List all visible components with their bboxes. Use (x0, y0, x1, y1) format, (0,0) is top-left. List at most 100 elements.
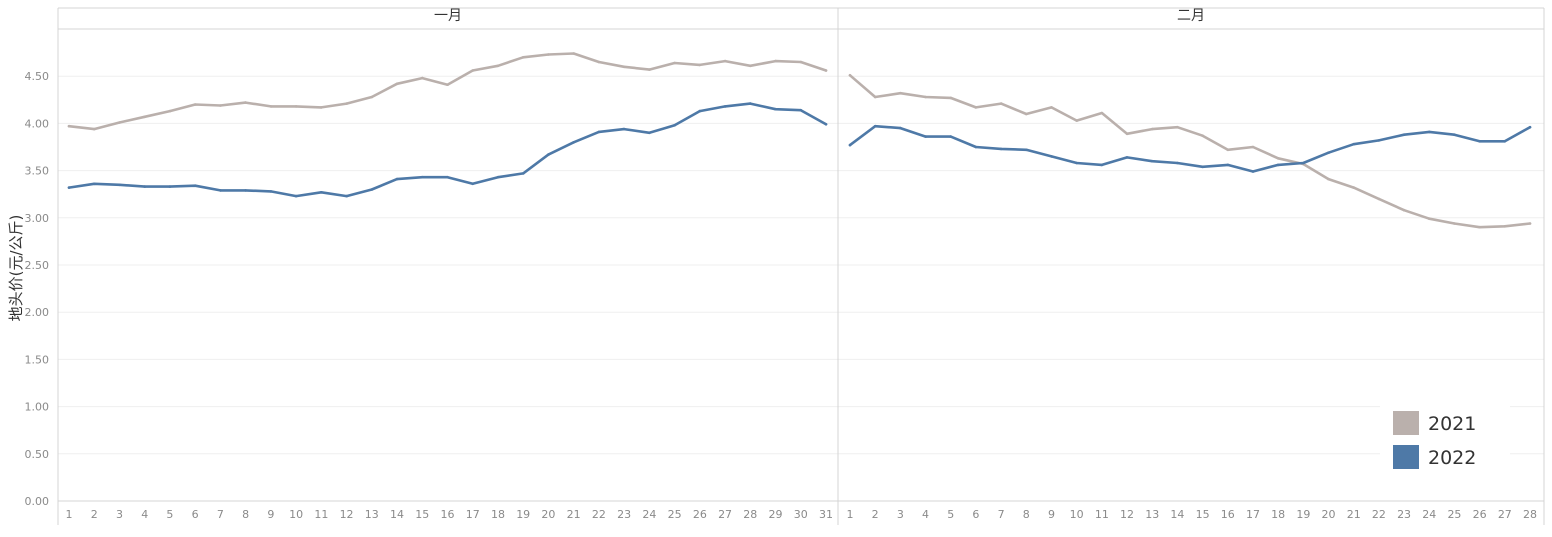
data-point (219, 189, 222, 192)
data-point (370, 188, 374, 191)
data-point (320, 106, 323, 109)
x-tick-label: 19 (516, 508, 530, 521)
data-point (143, 185, 146, 188)
x-tick-label: 14 (390, 508, 404, 521)
data-point (294, 105, 298, 108)
x-tick-label: 24 (642, 508, 656, 521)
data-point (168, 185, 172, 188)
x-tick-label: 11 (314, 508, 328, 521)
x-tick-label: 2 (91, 508, 98, 521)
data-point (1453, 222, 1456, 225)
data-point (873, 124, 877, 128)
y-tick-label: 0.00 (25, 495, 50, 508)
data-point (974, 145, 978, 149)
x-tick-label: 6 (972, 508, 979, 521)
data-point (1276, 163, 1280, 167)
data-point (496, 64, 500, 68)
data-point (446, 175, 449, 179)
data-point (1302, 161, 1305, 165)
data-point (118, 183, 121, 187)
x-tick-label: 20 (541, 508, 555, 521)
x-tick-label: 18 (491, 508, 505, 521)
x-tick-label: 8 (242, 508, 249, 521)
data-point (471, 69, 475, 72)
data-point (1201, 134, 1204, 137)
x-tick-label: 30 (794, 508, 808, 521)
legend-swatch (1393, 411, 1419, 435)
panel-title: 一月 (434, 8, 462, 24)
x-tick-label: 17 (1246, 508, 1260, 521)
data-point (320, 191, 323, 194)
data-point (924, 95, 927, 99)
data-point (1478, 140, 1481, 143)
x-tick-label: 28 (743, 508, 757, 521)
x-tick-label: 8 (1023, 508, 1030, 521)
data-point (118, 121, 121, 124)
data-point (999, 102, 1003, 105)
data-point (1125, 132, 1129, 136)
data-point (1428, 217, 1431, 220)
data-point (547, 53, 550, 56)
data-point (1503, 225, 1507, 228)
x-tick-label: 16 (1221, 508, 1235, 521)
x-tick-label: 10 (1070, 508, 1084, 521)
y-tick-label: 4.50 (25, 70, 50, 83)
x-tick-label: 12 (340, 508, 354, 521)
data-point (143, 115, 146, 119)
x-tick-label: 27 (1498, 508, 1512, 521)
data-point (873, 95, 877, 99)
data-point (723, 59, 727, 63)
x-tick-label: 1 (847, 508, 854, 521)
x-tick-label: 28 (1523, 508, 1537, 521)
data-point (1025, 148, 1028, 152)
data-point (244, 101, 247, 104)
x-tick-label: 20 (1322, 508, 1336, 521)
data-point (999, 147, 1003, 151)
x-tick-label: 26 (693, 508, 707, 521)
data-point (1176, 161, 1179, 165)
x-tick-label: 13 (1145, 508, 1159, 521)
legend[interactable]: 2021 2022 (1380, 405, 1510, 475)
data-point (1402, 133, 1406, 136)
x-tick-label: 29 (769, 508, 783, 521)
x-tick-label: 24 (1422, 508, 1436, 521)
data-point (219, 104, 222, 107)
x-tick-label: 21 (1347, 508, 1361, 521)
data-point (749, 64, 752, 68)
data-point (67, 124, 71, 128)
series-line-2022 (67, 102, 828, 198)
data-point (471, 182, 475, 186)
x-tick-label: 13 (365, 508, 379, 521)
data-point (648, 68, 651, 71)
y-tick-label: 2.50 (25, 259, 50, 272)
data-point (1503, 140, 1507, 143)
data-point (1100, 111, 1104, 115)
chart-text: 0.00 0.50 1.00 1.50 2.00 2.50 3.00 3.50 4.00 4.50… (7, 8, 1537, 521)
data-point (572, 52, 575, 55)
x-tick-label: 11 (1095, 508, 1109, 521)
data-point (622, 127, 626, 131)
data-point (496, 175, 500, 179)
data-point (1276, 157, 1280, 160)
data-point (269, 190, 273, 193)
data-point (1402, 208, 1406, 212)
data-point (294, 194, 298, 198)
x-tick-label: 5 (947, 508, 954, 521)
data-point (848, 143, 852, 147)
data-point (92, 127, 96, 131)
data-point (1075, 119, 1078, 122)
data-point (949, 135, 952, 138)
legend-swatch (1393, 445, 1419, 469)
data-point (1075, 161, 1078, 165)
y-tick-label: 0.50 (25, 448, 50, 461)
data-point (1150, 127, 1154, 131)
data-point (597, 60, 601, 64)
x-tick-label: 25 (1447, 508, 1461, 521)
data-point (193, 184, 197, 187)
data-point (673, 124, 676, 127)
legend-label: 2022 (1428, 447, 1476, 469)
data-point (1428, 130, 1431, 134)
x-tick-label: 7 (217, 508, 224, 521)
x-tick-label: 23 (617, 508, 631, 521)
